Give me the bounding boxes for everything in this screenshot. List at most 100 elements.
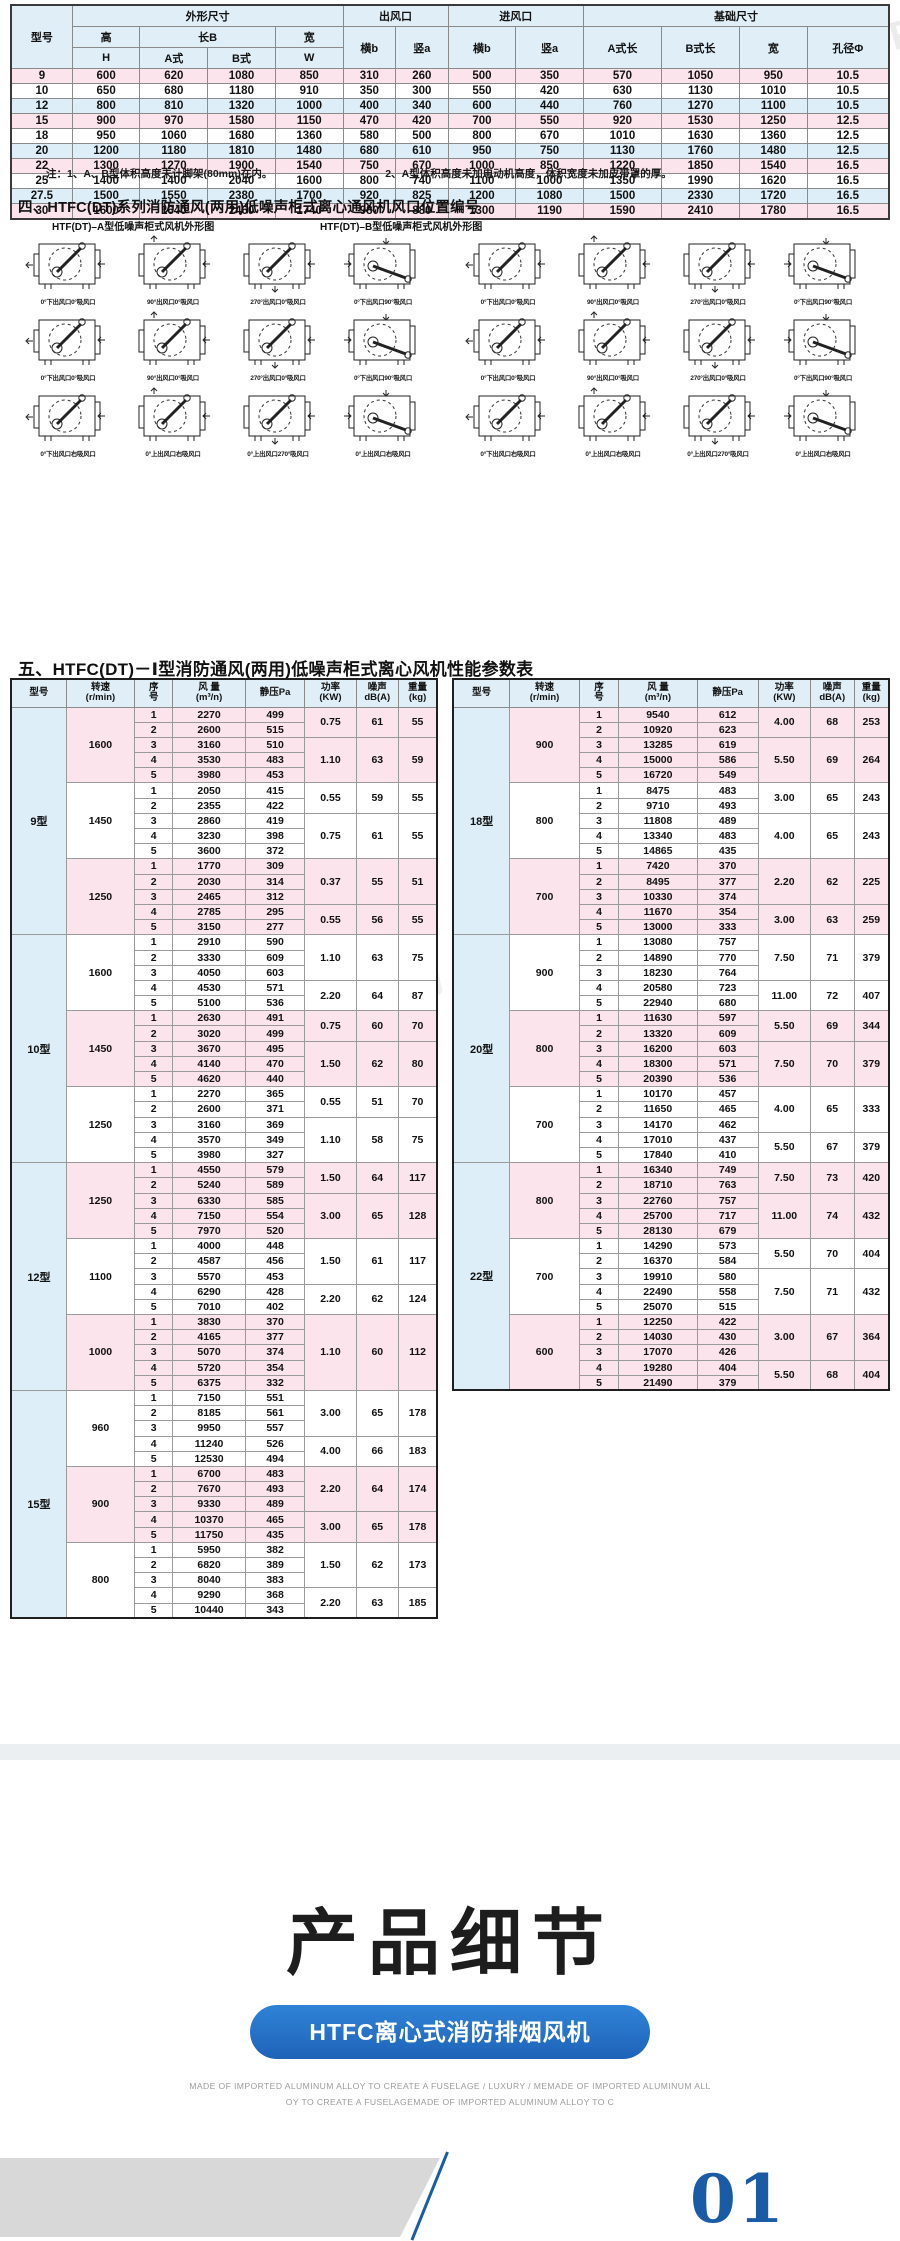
cell-seq: 2 — [578, 721, 620, 738]
cell-seq: 1 — [134, 934, 174, 951]
cell-speed: 1450 — [65, 1010, 136, 1088]
cell-H: 650 — [71, 83, 141, 99]
cell-noise: 64 — [355, 1465, 400, 1513]
fan-outline-icon — [138, 235, 210, 289]
table-row: 3 4050 603 — [11, 964, 437, 981]
cell-power: 3.00 — [304, 1192, 357, 1240]
cell-power: 1.50 — [304, 1238, 357, 1285]
cell-ba: 760 — [582, 98, 662, 114]
fan-diagram-cell: 0°上出风口右吸风口 — [123, 386, 223, 458]
cell-noise: 61 — [355, 812, 400, 860]
cell-pressure: 410 — [696, 1146, 759, 1164]
cell-seq: 5 — [134, 1602, 174, 1619]
cell-out_a: 260 — [395, 68, 449, 84]
fan-outline-icon — [344, 390, 416, 441]
cell-seq: 5 — [578, 1146, 620, 1164]
table-row: 4 3230 398 — [11, 827, 437, 845]
cell-B: 2040 — [207, 173, 276, 189]
cell-seq: 3 — [134, 1496, 174, 1513]
cell-seq: 1 — [578, 934, 620, 951]
cell-pressure: 332 — [244, 1374, 306, 1391]
cell-W: 1540 — [274, 158, 344, 174]
cell-weight: 80 — [398, 1040, 438, 1088]
header-b-type: B式 — [207, 47, 276, 69]
cell-power: 2.20 — [304, 979, 357, 1012]
cell-flow: 3600 — [172, 843, 246, 860]
table-row: 4 6290 428 2.20 62 124 — [11, 1283, 438, 1316]
cell-flow: 7150 — [172, 1207, 246, 1224]
cell-power: 2.20 — [757, 858, 811, 905]
cell-noise: 68 — [809, 706, 855, 738]
header-outlet-b: 横b — [342, 26, 397, 69]
table-row: 4 25700 717 — [453, 1207, 889, 1224]
cell-weight: 264 — [853, 736, 890, 784]
cell-noise: 67 — [809, 1314, 855, 1361]
cell-pressure: 295 — [244, 903, 306, 921]
table-row: 5 21490 379 — [453, 1374, 889, 1391]
cell-noise: 65 — [355, 1192, 400, 1240]
cell-seq: 4 — [578, 979, 620, 997]
cell-weight: 55 — [398, 812, 438, 860]
cell-seq: 3 — [578, 736, 620, 754]
cell-seq: 4 — [134, 1359, 174, 1376]
cell-W: 1360 — [274, 128, 344, 144]
cell-flow: 4140 — [172, 1055, 246, 1073]
cell-noise: 65 — [355, 1389, 400, 1437]
table-row: 4 9290 368 2.20 63 185 — [11, 1587, 438, 1619]
cell-W: 1000 — [274, 98, 344, 114]
cell-weight: 185 — [398, 1587, 438, 1619]
cell-pressure: 554 — [244, 1207, 306, 1224]
fan-diagram-cell: 0°下出风口0°吸风口 — [458, 234, 558, 306]
cell-flow: 8475 — [618, 782, 698, 799]
cell-pressure: 597 — [696, 1010, 759, 1027]
cell-flow: 4620 — [172, 1070, 246, 1088]
table-row: 5 5100 536 — [11, 995, 437, 1012]
cell-pressure: 749 — [696, 1162, 759, 1179]
banner-subtitle-line2: OY TO CREATE A FUSELAGEMADE OF IMPORTED … — [285, 2097, 615, 2108]
cell-seq: 2 — [134, 1101, 174, 1118]
cell-power: 0.75 — [304, 706, 357, 738]
cell-flow: 19280 — [618, 1359, 698, 1376]
cell-seq: 1 — [134, 1238, 174, 1255]
cell-flow: 2600 — [172, 721, 246, 738]
cell-pressure: 465 — [696, 1101, 759, 1118]
cell-flow: 10920 — [618, 721, 698, 738]
cell-pressure: 422 — [696, 1313, 759, 1331]
cell-pressure: 757 — [696, 1192, 759, 1209]
fan-diagram-caption: 270°出风口0°吸风口 — [250, 299, 306, 306]
table-row: 3 5070 374 — [11, 1344, 437, 1361]
table-row: 2 9710 493 — [453, 797, 889, 814]
cell-power: 1.50 — [304, 1040, 357, 1088]
cell-noise: 65 — [355, 1511, 400, 1543]
cell-pressure: 558 — [696, 1283, 759, 1300]
cell-out_b: 580 — [342, 128, 397, 144]
cell-seq: 1 — [578, 1010, 620, 1027]
cell-flow: 3230 — [172, 827, 246, 845]
cell-noise: 60 — [355, 1010, 400, 1042]
cell-in_b: 1000 — [447, 158, 517, 174]
fan-diagram-caption: 0°上出风口右吸风口 — [145, 451, 201, 458]
cell-pressure: 369 — [244, 1116, 306, 1133]
cell-seq: 5 — [578, 995, 620, 1012]
cell-pressure: 370 — [696, 858, 759, 875]
table-row: 700 1 14290 573 5.50 70 404 — [453, 1238, 890, 1315]
cell-noise: 62 — [355, 1040, 400, 1088]
cell-flow: 7150 — [172, 1389, 246, 1407]
cell-bb: 1630 — [660, 128, 740, 144]
fan-outline-icon — [25, 318, 105, 365]
cell-pressure: 404 — [696, 1359, 759, 1376]
cell-hole: 16.5 — [806, 188, 890, 204]
cell-speed: 960 — [65, 1389, 136, 1467]
cell-seq: 3 — [134, 888, 174, 905]
cell-seq: 3 — [134, 812, 174, 830]
header-inlet-a: 竖a — [515, 26, 584, 69]
cell-seq: 3 — [578, 1040, 620, 1057]
perf-header-seq: 序号 — [578, 678, 620, 708]
cell-A: 680 — [139, 83, 209, 99]
cell-noise: 73 — [809, 1162, 855, 1194]
cell-bw: 1480 — [738, 143, 808, 159]
cell-pressure: 435 — [244, 1526, 306, 1543]
cell-bb: 1270 — [660, 98, 740, 114]
fan-diagram-caption: 0°上出风口右吸风口 — [795, 451, 851, 458]
cell-flow: 5100 — [172, 995, 246, 1012]
